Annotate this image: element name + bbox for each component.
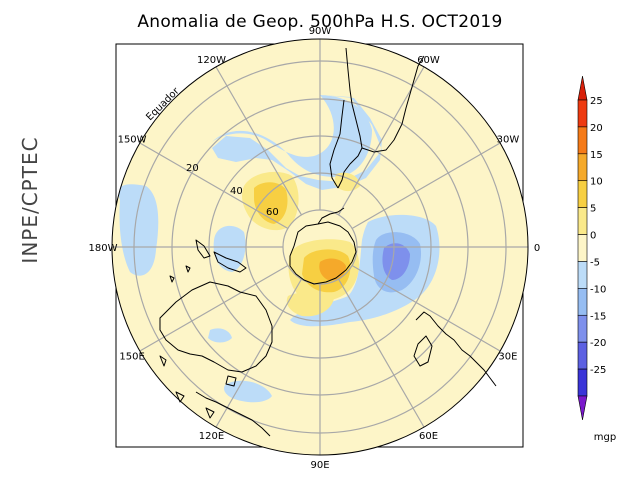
meridian-line [351,264,501,352]
longitude-label: 150W [118,135,147,146]
negative-anomaly-region [118,184,159,276]
colorbar: 25 20 15 10 5 0 -5 -10 -15 -20 -25 mgp [577,75,616,443]
longitude-label: 0 [534,243,540,254]
longitude-label: 90E [310,460,329,471]
negative-anomaly-region [208,328,232,343]
island-coast [159,355,215,419]
negative-anomaly-region [212,95,382,190]
colorbar-unit: mgp [594,432,616,443]
longitude-label: 30W [497,135,520,146]
colorbar-tick-label: 25 [590,96,603,107]
longitude-label: 120E [199,431,224,442]
colorbar-swatch [577,314,588,343]
colorbar-swatch [577,234,588,262]
colorbar-top-arrow [577,75,588,101]
africa-coast [415,311,497,387]
colorbar-tick-label: 5 [590,204,596,215]
antarctica-coast [289,221,357,285]
colorbar-swatch [577,207,588,235]
strong-negative-core [382,243,410,280]
longitude-label: 30E [498,352,517,363]
colorbar-swatch [577,153,588,182]
colorbar-tick-label: 20 [590,123,603,134]
longitude-grid [112,39,528,455]
colorbar-tick-label: -5 [590,257,600,268]
map-title: Anomalia de Geop. 500hPa H.S. OCT2019 [137,12,503,32]
longitude-label: 120W [197,55,226,66]
colorbar-tick-label: 10 [590,177,603,188]
meridian-line [139,142,289,230]
colorbar-tick-label: -25 [590,365,606,376]
longitude-label: 180W [89,243,118,254]
colorbar-swatch [577,99,588,128]
meridian-line [215,278,303,428]
negative-anomaly-region [213,225,246,272]
island-coast [169,265,191,283]
antarctic-peninsula-coast [317,207,345,225]
colorbar-swatch [577,180,588,208]
colorbar-swatch [577,126,588,155]
latitude-label: 40 [230,186,243,197]
colorbar-bottom-arrow [577,395,588,421]
indonesia-coast [195,391,271,437]
negative-anomaly-region [224,380,272,403]
colorbar-tick-label: -20 [590,338,606,349]
colorbar-swatch [577,341,588,370]
colorbar-tick-label: 0 [590,231,596,242]
coastlines [159,47,497,437]
colorbar-tick-label: 15 [590,150,603,161]
meridian-line [337,278,425,428]
longitude-label: 150E [119,352,144,363]
colorbar-tick-label: -10 [590,284,606,295]
colorbar-swatch [577,288,588,316]
longitude-labels: 0 30E 60E 90E 120E 150E 180W 150W 120W 90W 60W 30W [89,26,541,471]
longitude-label: 90W [309,26,332,37]
meridian-line [337,66,425,216]
colorbar-tick-label: -15 [590,311,606,322]
south-america-east-coast [361,55,425,153]
meridian-line [215,66,303,216]
australia-coast [159,281,273,373]
madagascar-coast [413,335,433,367]
positive-anomaly-region [286,292,334,317]
longitude-label: 60E [419,431,438,442]
map-outline [111,38,529,456]
positive-anomaly-region [334,172,360,192]
latitude-label: 60 [266,207,279,218]
colorbar-swatch [577,368,588,397]
colorbar-swatch [577,261,588,289]
latitude-label: 20 [186,163,199,174]
longitude-label: 60W [417,55,440,66]
new-zealand-coast [195,239,247,273]
south-america-coast [329,47,363,189]
tasmania-coast [225,375,237,387]
meridian-line [351,142,501,230]
